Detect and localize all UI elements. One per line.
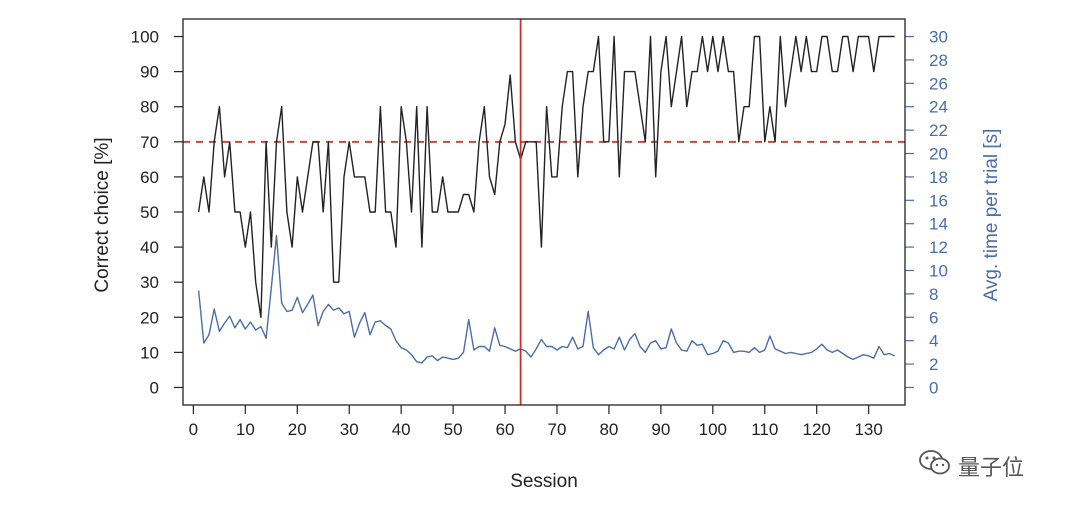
y-right-tick-label: 22 xyxy=(929,121,948,140)
x-tick-label: 20 xyxy=(288,420,307,439)
y-left-tick-label: 0 xyxy=(150,378,159,397)
series-time-line xyxy=(197,234,895,364)
series-correct-line xyxy=(197,35,895,318)
y-left-tick-label: 100 xyxy=(131,28,159,47)
wechat-icon xyxy=(918,448,952,484)
y-right-tick-label: 16 xyxy=(929,191,948,210)
x-tick-label: 130 xyxy=(854,420,882,439)
chart-axes: 0 10 20 30 40 50 60 70 80 90 100 110 120 130010203040… xyxy=(131,28,948,439)
x-tick-label: 80 xyxy=(599,420,618,439)
y-right-tick-label: 30 xyxy=(929,28,948,47)
y-left-tick-label: 60 xyxy=(140,168,159,187)
y-right-tick-label: 12 xyxy=(929,238,948,257)
watermark: 量子位 xyxy=(918,448,1024,484)
y-left-tick-label: 90 xyxy=(140,63,159,82)
y-left-tick-label: 20 xyxy=(140,308,159,327)
y-axis-left-title: Correct choice [%] xyxy=(92,137,113,292)
y-right-tick-label: 24 xyxy=(929,98,948,117)
x-tick-label: 50 xyxy=(444,420,463,439)
y-left-tick-label: 50 xyxy=(140,203,159,222)
x-tick-label: 90 xyxy=(651,420,670,439)
x-tick-label: 110 xyxy=(751,420,778,439)
y-right-tick-label: 0 xyxy=(929,378,938,397)
watermark-text: 量子位 xyxy=(958,456,1025,481)
y-right-tick-label: 20 xyxy=(929,145,948,164)
y-right-tick-label: 28 xyxy=(929,51,948,70)
plot-frame xyxy=(182,18,906,406)
y-right-tick-label: 18 xyxy=(929,168,948,187)
y-right-tick-label: 4 xyxy=(929,332,938,351)
y-right-tick-label: 26 xyxy=(929,74,948,93)
x-axis-title: Session xyxy=(510,471,578,492)
x-tick-label: 30 xyxy=(340,420,359,439)
y-right-tick-label: 10 xyxy=(929,261,948,280)
y-left-tick-label: 40 xyxy=(140,238,159,257)
x-tick-label: 10 xyxy=(236,420,255,439)
y-axis-right-title: Avg. time per trial [s] xyxy=(981,129,1002,302)
x-tick-label: 40 xyxy=(392,420,411,439)
x-tick-label: 100 xyxy=(699,420,727,439)
x-tick-label: 60 xyxy=(496,420,515,439)
x-tick-label: 70 xyxy=(548,420,567,439)
y-left-tick-label: 80 xyxy=(140,98,159,117)
y-right-tick-label: 8 xyxy=(929,285,938,304)
chart-series xyxy=(183,19,905,405)
y-left-tick-label: 70 xyxy=(140,133,159,152)
y-left-tick-label: 10 xyxy=(140,343,159,362)
y-right-tick-label: 14 xyxy=(929,215,948,234)
y-right-tick-label: 2 xyxy=(929,355,938,374)
x-tick-label: 0 xyxy=(189,420,198,439)
y-left-tick-label: 30 xyxy=(140,273,159,292)
y-right-tick-label: 6 xyxy=(929,308,938,327)
x-tick-label: 120 xyxy=(803,420,831,439)
